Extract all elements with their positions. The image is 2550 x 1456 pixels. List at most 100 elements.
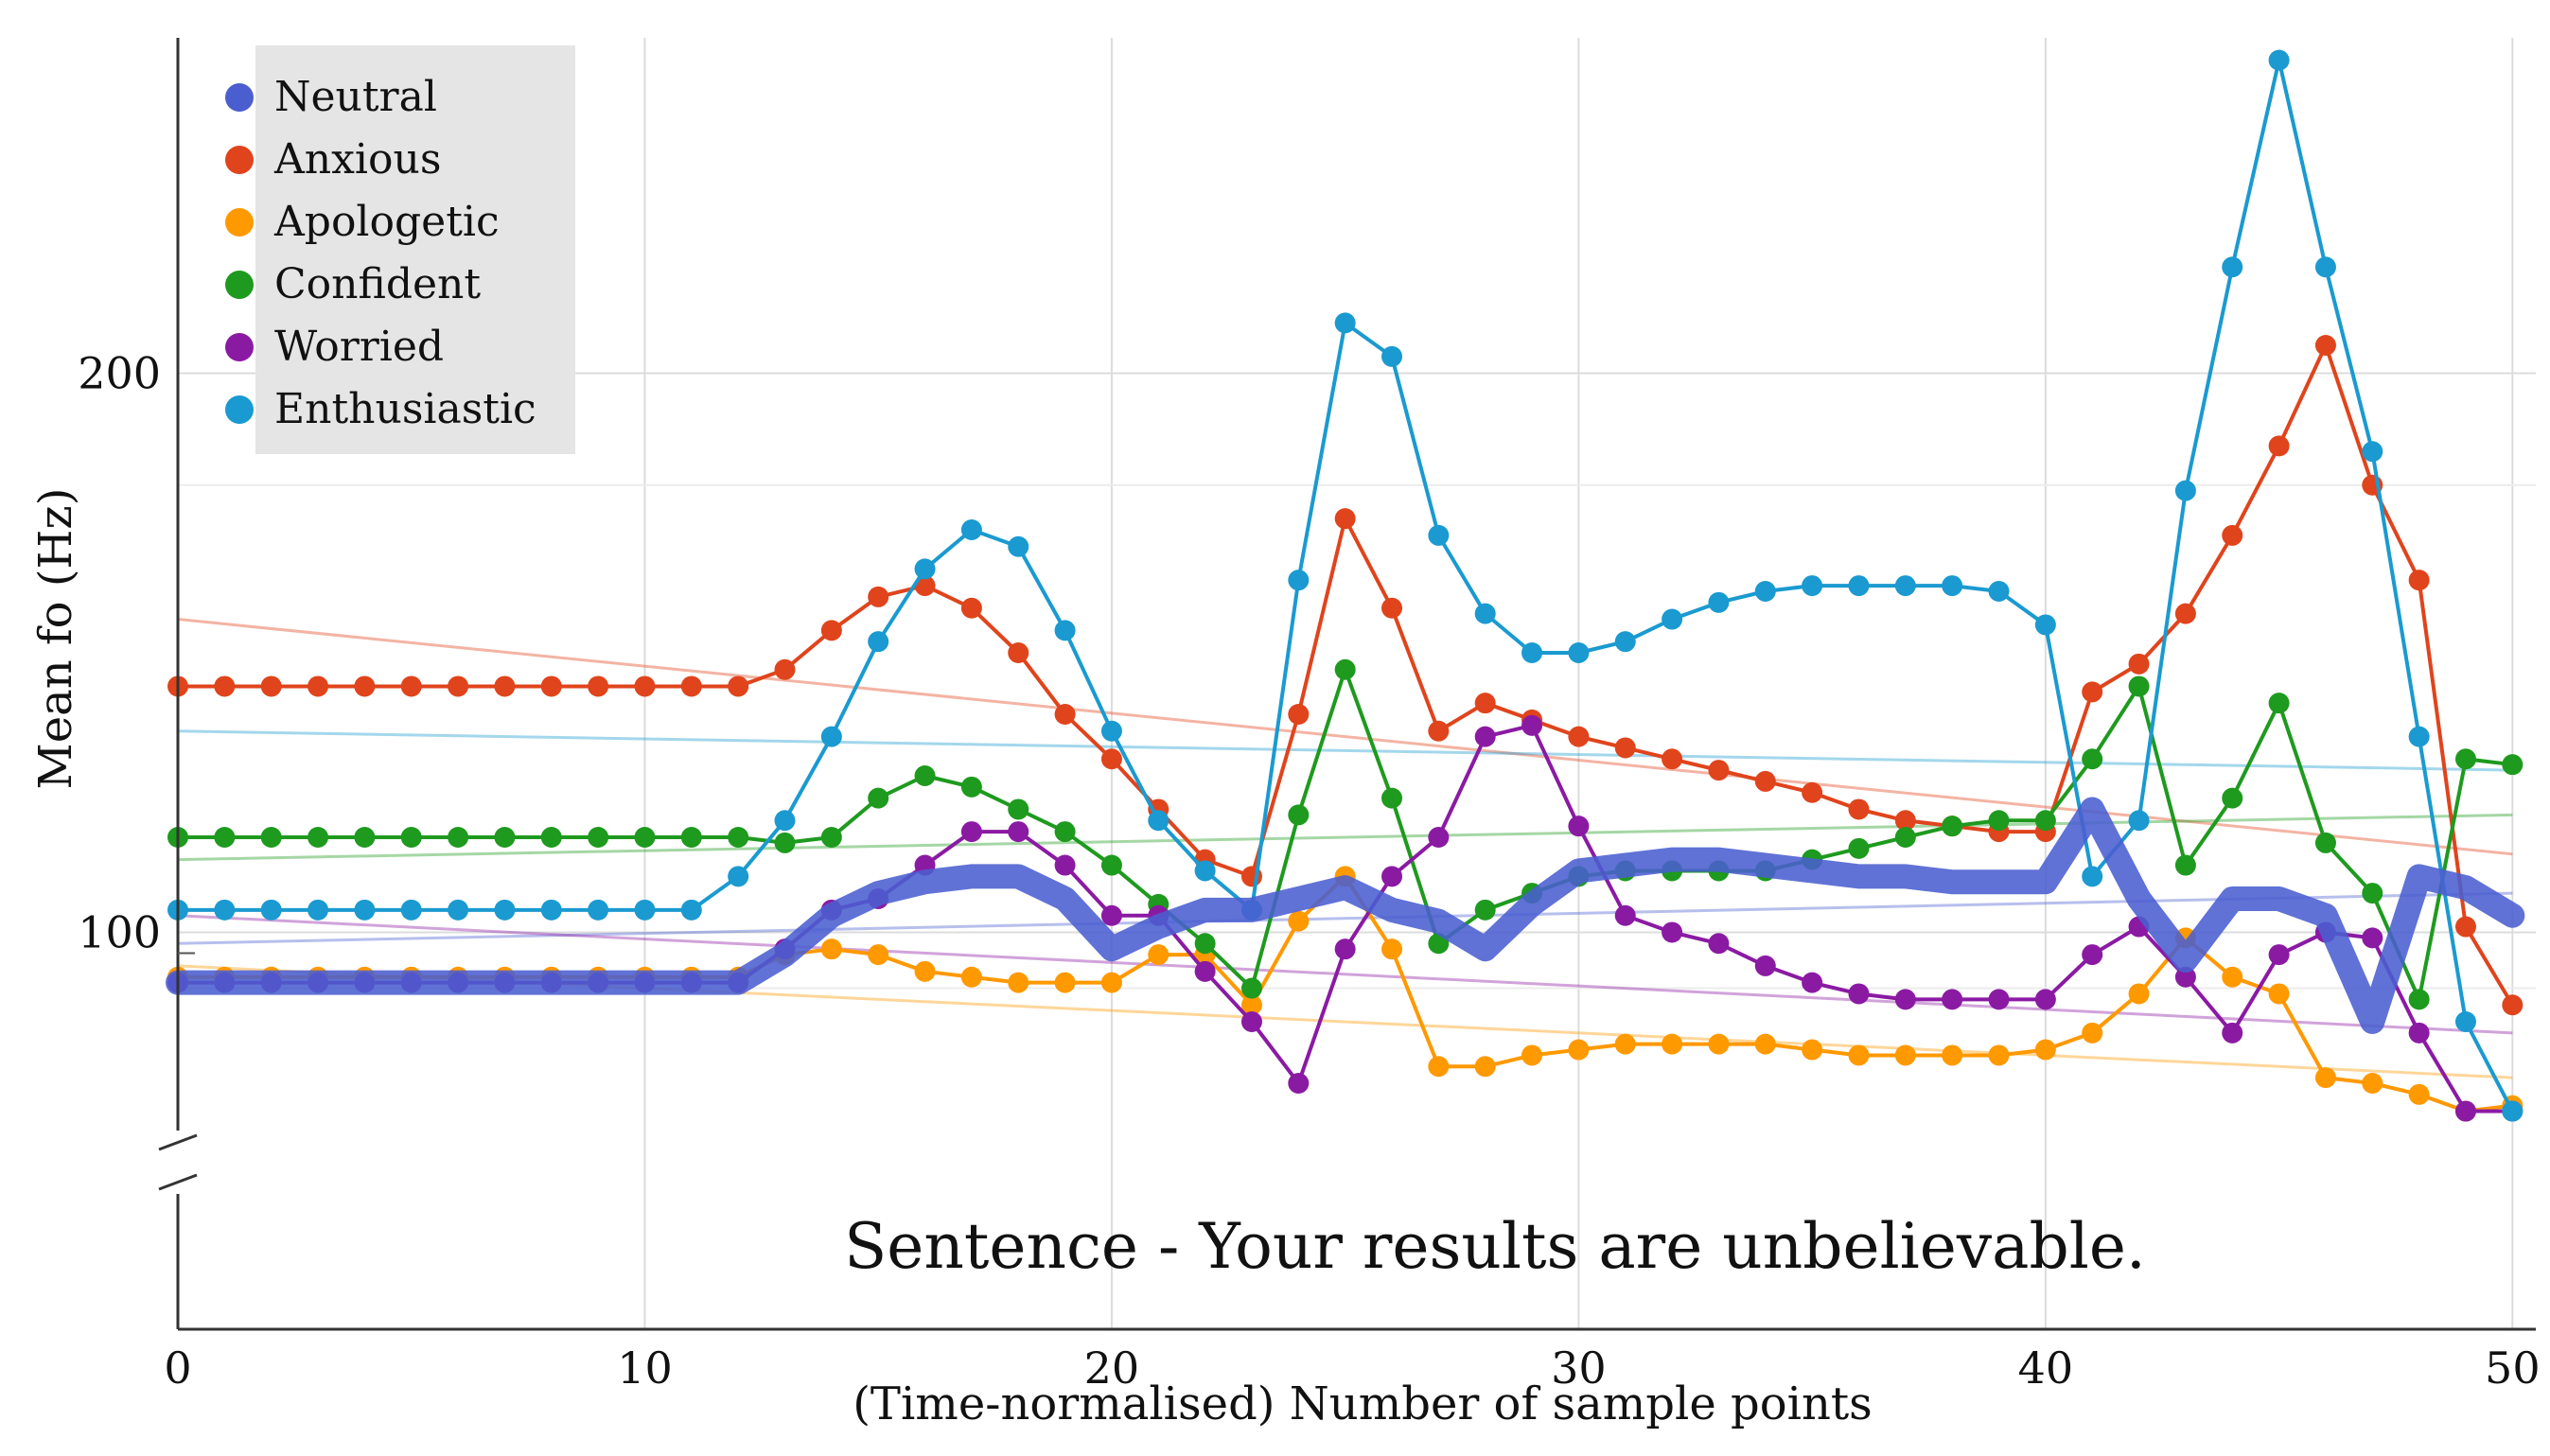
data-point-enthusiastic — [1754, 581, 1776, 602]
data-point-worried — [1848, 983, 1870, 1005]
data-point-enthusiastic — [1288, 570, 1310, 591]
data-point-confident — [1334, 658, 1356, 680]
data-point-anxious — [1100, 748, 1122, 770]
data-point-anxious — [448, 675, 469, 697]
data-point-anxious — [1008, 642, 1029, 663]
data-point-anxious — [494, 675, 516, 697]
data-point-anxious — [540, 675, 562, 697]
data-point-enthusiastic — [1521, 642, 1543, 663]
data-point-enthusiastic — [1942, 575, 1963, 597]
data-point-anxious — [820, 620, 842, 641]
data-point-enthusiastic — [308, 899, 329, 921]
data-point-enthusiastic — [680, 899, 702, 921]
data-point-confident — [1194, 933, 1216, 955]
data-point-apologetic — [1662, 1033, 1683, 1055]
data-point-enthusiastic — [1148, 810, 1169, 832]
data-point-worried — [1988, 989, 2010, 1010]
data-point-anxious — [2502, 994, 2524, 1016]
data-point-enthusiastic — [1614, 631, 1636, 653]
data-point-anxious — [1802, 781, 1823, 803]
data-point-confident — [1240, 977, 1262, 999]
legend-label: Apologetic — [273, 198, 500, 246]
data-point-enthusiastic — [2174, 480, 2196, 501]
data-point-confident — [2408, 989, 2430, 1010]
data-point-worried — [960, 821, 982, 843]
data-point-enthusiastic — [448, 899, 469, 921]
data-point-enthusiastic — [540, 899, 562, 921]
y-axis-label: Mean fo (Hz) — [29, 488, 82, 790]
data-point-enthusiastic — [2408, 726, 2430, 747]
data-point-confident — [2502, 754, 2524, 776]
data-point-apologetic — [2268, 983, 2290, 1005]
legend-marker — [225, 208, 254, 237]
data-point-anxious — [1754, 770, 1776, 792]
data-point-anxious — [1054, 704, 1076, 725]
data-point-confident — [400, 827, 422, 848]
data-point-confident — [2082, 748, 2103, 770]
series-neutral — [166, 797, 2525, 1034]
data-point-confident — [2128, 675, 2150, 697]
axis-break-mark — [158, 1133, 198, 1151]
data-point-enthusiastic — [1381, 345, 1403, 367]
data-point-apologetic — [868, 944, 889, 966]
data-point-enthusiastic — [400, 899, 422, 921]
data-point-enthusiastic — [2034, 614, 2056, 636]
data-point-confident — [494, 827, 516, 848]
data-point-enthusiastic — [1474, 603, 1496, 624]
data-point-worried — [2362, 927, 2383, 949]
data-point-anxious — [260, 675, 282, 697]
data-point-enthusiastic — [1194, 860, 1216, 882]
data-point-confident — [914, 765, 936, 786]
data-point-apologetic — [1240, 994, 1262, 1016]
data-point-enthusiastic — [354, 899, 376, 921]
trend-line-anxious — [177, 618, 2513, 856]
data-point-enthusiastic — [2268, 49, 2290, 71]
data-point-apologetic — [1802, 1039, 1823, 1061]
data-point-worried — [1568, 816, 1590, 837]
data-point-enthusiastic — [2362, 441, 2383, 463]
data-point-enthusiastic — [868, 631, 889, 653]
data-point-anxious — [960, 597, 982, 619]
data-point-apologetic — [1148, 944, 1169, 966]
data-point-worried — [1428, 827, 1450, 848]
legend-label: Worried — [274, 323, 444, 371]
data-point-enthusiastic — [914, 558, 936, 580]
data-point-apologetic — [1288, 910, 1310, 932]
data-point-worried — [1614, 904, 1636, 926]
data-point-anxious — [2408, 570, 2430, 591]
data-point-confident — [1381, 787, 1403, 809]
x-tick-label: 30 — [1551, 1342, 1607, 1394]
data-point-apologetic — [1054, 972, 1076, 993]
data-point-anxious — [1614, 737, 1636, 759]
data-point-anxious — [400, 675, 422, 697]
data-point-anxious — [680, 675, 702, 697]
x-tick-label: 50 — [2485, 1342, 2541, 1394]
data-point-enthusiastic — [214, 899, 236, 921]
data-point-apologetic — [1754, 1033, 1776, 1055]
data-point-anxious — [2082, 681, 2103, 703]
data-point-confident — [2314, 832, 2336, 853]
data-point-confident — [868, 787, 889, 809]
trend-line-neutral — [177, 891, 2513, 945]
data-point-enthusiastic — [1802, 575, 1823, 597]
data-point-anxious — [588, 675, 609, 697]
data-point-apologetic — [1008, 972, 1029, 993]
data-point-confident — [820, 827, 842, 848]
legend-item-confident: Confident — [225, 260, 481, 308]
data-point-enthusiastic — [1008, 535, 1029, 557]
legend-item-worried: Worried — [225, 323, 444, 371]
data-point-enthusiastic — [1662, 608, 1683, 630]
data-point-enthusiastic — [820, 726, 842, 747]
y-tick-label: 100 — [78, 906, 161, 957]
data-point-confident — [448, 827, 469, 848]
data-point-anxious — [1894, 810, 1916, 832]
data-point-worried — [2034, 989, 2056, 1010]
data-point-anxious — [2314, 335, 2336, 356]
data-point-worried — [1662, 921, 1683, 943]
data-point-enthusiastic — [1428, 524, 1450, 546]
data-point-anxious — [1334, 508, 1356, 530]
data-point-worried — [1894, 989, 1916, 1010]
data-point-worried — [2268, 944, 2290, 966]
legend-marker — [225, 83, 254, 112]
data-point-enthusiastic — [2128, 810, 2150, 832]
